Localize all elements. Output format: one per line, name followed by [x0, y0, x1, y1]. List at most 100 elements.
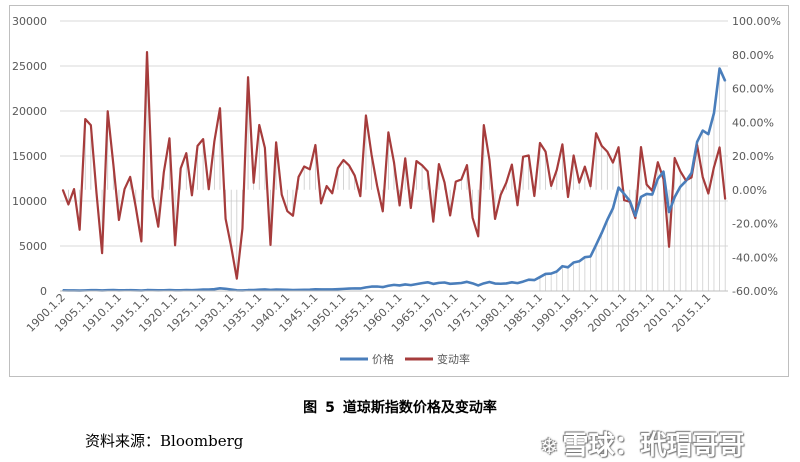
price-point — [202, 288, 204, 291]
change-point — [224, 218, 227, 220]
change-point — [399, 204, 401, 207]
change-point — [584, 166, 586, 168]
change-point — [146, 51, 148, 53]
change-point — [646, 183, 648, 186]
price-point — [696, 141, 698, 143]
change-point — [567, 196, 569, 198]
figure-number: 5 — [325, 400, 335, 416]
y-axis-left: 0 5000 10000 15000 20000 25000 30000 — [12, 15, 47, 298]
price-point — [376, 285, 378, 288]
price-point — [253, 289, 255, 291]
price-point — [449, 283, 451, 285]
price-point — [399, 284, 401, 287]
y-left-tick-label: 10000 — [12, 195, 47, 208]
price-point — [612, 207, 614, 209]
price-point — [606, 219, 608, 221]
price-point — [213, 288, 215, 290]
price-point — [191, 289, 193, 291]
price-point — [471, 282, 474, 284]
change-point — [522, 156, 524, 158]
price-point — [438, 282, 440, 284]
change-point — [129, 176, 131, 178]
change-point — [342, 159, 345, 161]
watermark-text: 雪球：玳瑁哥哥 — [562, 431, 745, 461]
price-point — [269, 289, 272, 291]
price-point — [634, 215, 636, 217]
change-point — [337, 167, 339, 169]
change-point — [601, 145, 603, 147]
price-point — [528, 279, 530, 281]
price-point — [320, 288, 322, 291]
price-point — [146, 289, 148, 291]
change-point — [634, 217, 636, 219]
price-point — [258, 289, 260, 291]
figure-caption: 图 5 道琼斯指数价格及变动率 — [0, 397, 800, 417]
change-point — [208, 188, 210, 190]
change-point — [471, 217, 474, 219]
snowball-logo-icon: ❄ — [540, 435, 559, 460]
change-point — [152, 196, 154, 198]
price-point — [584, 256, 586, 258]
figure-title: 道琼斯指数价格及变动率 — [342, 400, 497, 416]
change-point — [500, 194, 502, 196]
price-point — [533, 279, 535, 281]
y-right-tick-label: 40.00% — [732, 116, 774, 129]
price-point — [168, 289, 171, 291]
change-point — [410, 207, 412, 209]
price-point — [112, 289, 114, 291]
change-point — [281, 194, 283, 196]
change-point — [157, 226, 159, 228]
change-point — [432, 221, 434, 223]
price-point — [550, 272, 552, 275]
price-point — [522, 280, 524, 283]
change-point — [511, 164, 513, 166]
change-point — [556, 169, 558, 171]
price-point — [410, 284, 412, 286]
price-point — [455, 282, 457, 285]
y-right-tick-label: 80.00% — [732, 49, 774, 62]
change-point — [657, 161, 659, 163]
change-point — [174, 244, 176, 246]
price-point — [404, 283, 406, 286]
change-point — [393, 161, 395, 164]
y-right-tick-label: 100.00% — [732, 15, 781, 28]
change-rate-line — [61, 50, 727, 280]
change-point — [449, 214, 451, 216]
change-point — [494, 218, 496, 220]
price-point — [95, 289, 98, 291]
price-point — [561, 265, 564, 267]
change-point — [202, 138, 204, 140]
price-point — [477, 284, 479, 287]
change-point — [309, 168, 311, 170]
change-point — [382, 210, 384, 212]
chart-frame: 0 5000 10000 15000 20000 25000 30000 -60.00% -4… — [9, 5, 789, 377]
change-point — [258, 124, 260, 126]
change-point — [180, 167, 182, 169]
price-point — [707, 133, 709, 135]
change-point — [286, 210, 288, 212]
price-point — [196, 289, 199, 291]
price-point — [544, 273, 547, 275]
price-point — [668, 211, 670, 213]
change-point — [718, 146, 721, 148]
change-point — [573, 154, 575, 157]
y-left-tick-label: 25000 — [12, 60, 47, 73]
change-point — [589, 185, 592, 187]
price-point — [224, 288, 227, 290]
price-point — [623, 193, 625, 195]
price-point — [505, 282, 507, 285]
change-point — [84, 118, 86, 120]
price-point — [679, 186, 681, 188]
dow-jones-chart: 0 5000 10000 15000 20000 25000 30000 -60.00% -4… — [12, 15, 781, 366]
price-point — [466, 281, 468, 283]
price-point — [516, 282, 519, 284]
change-point — [95, 192, 98, 194]
y-left-tick-label: 30000 — [12, 15, 47, 28]
change-point — [101, 252, 103, 254]
change-point — [140, 240, 142, 242]
change-point — [713, 166, 715, 168]
price-point — [460, 282, 462, 284]
data-points — [62, 51, 726, 292]
change-point — [213, 140, 215, 142]
price-point — [629, 200, 631, 202]
